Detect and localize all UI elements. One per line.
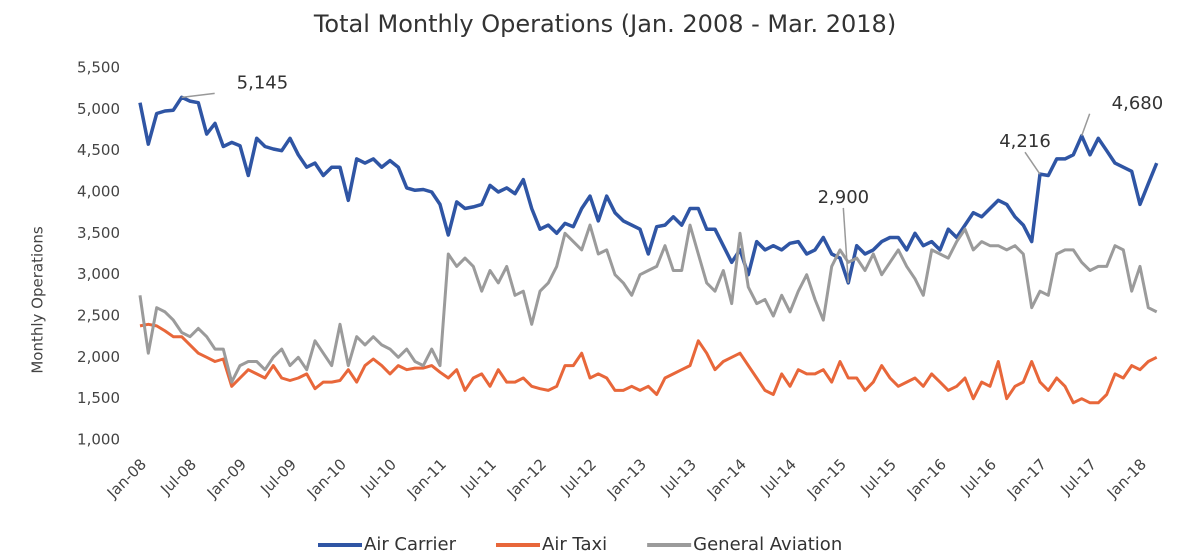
line-series [139,322,1158,405]
leader-line [181,92,215,99]
y-axis-label: Monthly Operations [29,226,47,373]
x-tick-label: Jan-11 [403,455,450,502]
x-tick-label: Jul-17 [1056,455,1100,499]
line-series [138,223,1158,384]
x-tick-label: Jan-12 [503,455,550,502]
x-tick-label: Jan-17 [1003,455,1050,502]
x-tick-label: Jan-14 [703,455,750,502]
x-tick-label: Jul-09 [256,455,300,499]
y-tick-label: 3,000 [77,265,120,283]
x-tick-label: Jan-15 [803,455,850,502]
data-label: 4,216 [999,131,1051,152]
y-tick-label: 5,000 [77,100,120,118]
y-tick-label: 1,500 [77,389,120,407]
data-label: 2,900 [818,187,870,208]
y-tick-label: 4,500 [77,141,120,159]
x-tick-label: Jul-08 [156,455,200,499]
x-tick-label: Jan-18 [1103,455,1150,502]
y-tick-label: 2,500 [77,307,120,325]
leader-line [842,207,850,283]
x-tick-label: Jul-10 [356,455,400,499]
x-tick-label: Jul-15 [856,455,900,499]
y-tick-label: 5,500 [77,59,120,77]
data-label: 4,680 [1112,93,1164,114]
x-tick-label: Jul-12 [556,455,600,499]
leader-line [1080,113,1091,137]
y-tick-label: 4,000 [77,183,120,201]
leader-line [1024,151,1041,175]
x-tick-label: Jul-16 [956,455,1000,499]
line-series [138,95,1159,285]
x-tick-label: Jul-11 [456,455,500,499]
legend-label: Air Taxi [542,534,607,555]
x-tick-label: Jul-13 [656,455,700,499]
x-tick-label: Jul-14 [756,455,800,499]
x-tick-label: Jan-08 [103,455,150,502]
y-tick-label: 2,000 [77,348,120,366]
x-tick-label: Jan-16 [903,455,950,502]
y-tick-label: 1,000 [77,431,120,449]
x-tick-label: Jan-13 [603,455,650,502]
y-tick-label: 3,500 [77,224,120,242]
legend-label: General Aviation [693,534,842,555]
data-label: 5,145 [237,72,289,93]
chart-title: Total Monthly Operations (Jan. 2008 - Ma… [313,10,896,38]
legend-label: Air Carrier [364,534,457,555]
x-tick-label: Jan-10 [303,455,350,502]
x-tick-label: Jan-09 [203,455,250,502]
